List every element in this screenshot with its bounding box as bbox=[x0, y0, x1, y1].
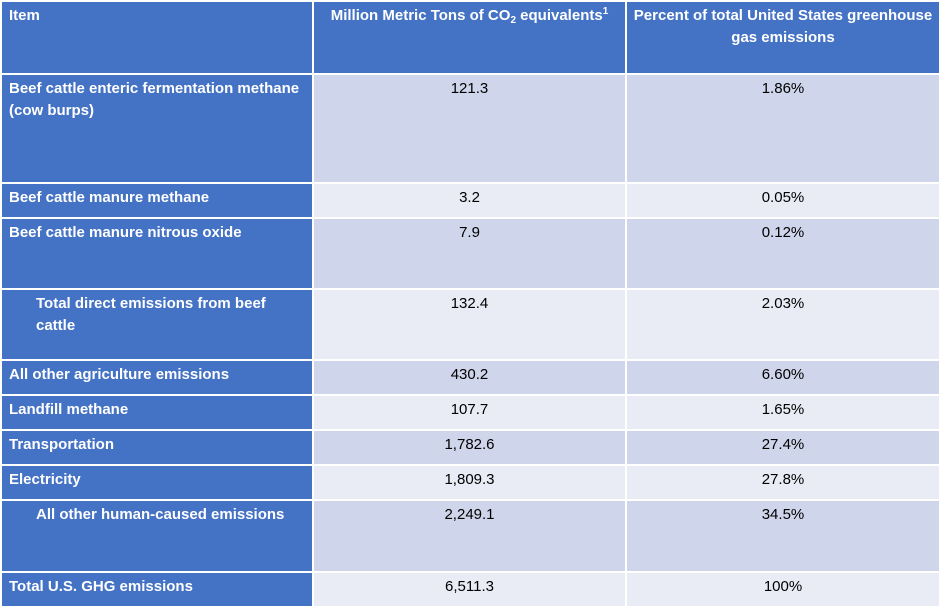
row-mmt: 2,249.1 bbox=[312, 499, 627, 573]
row-mmt: 3.2 bbox=[312, 182, 627, 219]
row-mmt: 430.2 bbox=[312, 359, 627, 396]
row-percent: 0.05% bbox=[625, 182, 939, 219]
row-percent: 100% bbox=[625, 571, 939, 608]
header-mmt: Million Metric Tons of CO2 equivalents1 bbox=[312, 0, 627, 75]
row-item: Beef cattle manure methane bbox=[0, 182, 314, 219]
header-mmt-subscript: 2 bbox=[510, 15, 516, 26]
row-item: Transportation bbox=[0, 429, 314, 466]
row-item: Total U.S. GHG emissions bbox=[0, 571, 314, 608]
table-row: Electricity 1,809.3 27.8% bbox=[0, 464, 939, 501]
table-row: Total U.S. GHG emissions 6,511.3 100% bbox=[0, 571, 939, 608]
table-row: All other human-caused emissions 2,249.1… bbox=[0, 499, 939, 573]
table-row: Landfill methane 107.7 1.65% bbox=[0, 394, 939, 431]
row-percent: 34.5% bbox=[625, 499, 939, 573]
header-mmt-suffix: equivalents bbox=[516, 7, 603, 24]
table-row: Beef cattle manure methane 3.2 0.05% bbox=[0, 182, 939, 219]
table-row: Beef cattle enteric fermentation methane… bbox=[0, 73, 939, 184]
table-row: Total direct emissions from beef cattle … bbox=[0, 288, 939, 361]
row-percent: 0.12% bbox=[625, 217, 939, 290]
row-percent: 6.60% bbox=[625, 359, 939, 396]
row-mmt: 1,782.6 bbox=[312, 429, 627, 466]
header-mmt-prefix: Million Metric Tons of CO bbox=[330, 7, 511, 24]
row-percent: 1.65% bbox=[625, 394, 939, 431]
table-row: All other agriculture emissions 430.2 6.… bbox=[0, 359, 939, 396]
row-mmt: 7.9 bbox=[312, 217, 627, 290]
row-item: Landfill methane bbox=[0, 394, 314, 431]
row-mmt: 132.4 bbox=[312, 288, 627, 361]
row-item: All other human-caused emissions bbox=[0, 499, 314, 573]
row-mmt: 107.7 bbox=[312, 394, 627, 431]
table-row: Transportation 1,782.6 27.4% bbox=[0, 429, 939, 466]
row-percent: 1.86% bbox=[625, 73, 939, 184]
header-item: Item bbox=[0, 0, 314, 75]
row-item: Beef cattle manure nitrous oxide bbox=[0, 217, 314, 290]
row-item: Beef cattle enteric fermentation methane… bbox=[0, 73, 314, 184]
table-row: Beef cattle manure nitrous oxide 7.9 0.1… bbox=[0, 217, 939, 290]
header-mmt-footnote: 1 bbox=[602, 6, 609, 17]
row-percent: 27.8% bbox=[625, 464, 939, 501]
row-mmt: 121.3 bbox=[312, 73, 627, 184]
table-header-row: Item Million Metric Tons of CO2 equivale… bbox=[0, 0, 939, 75]
row-item: All other agriculture emissions bbox=[0, 359, 314, 396]
header-percent: Percent of total United States greenhous… bbox=[625, 0, 939, 75]
row-mmt: 6,511.3 bbox=[312, 571, 627, 608]
row-item: Total direct emissions from beef cattle bbox=[0, 288, 314, 361]
row-item: Electricity bbox=[0, 464, 314, 501]
row-percent: 2.03% bbox=[625, 288, 939, 361]
row-mmt: 1,809.3 bbox=[312, 464, 627, 501]
row-percent: 27.4% bbox=[625, 429, 939, 466]
